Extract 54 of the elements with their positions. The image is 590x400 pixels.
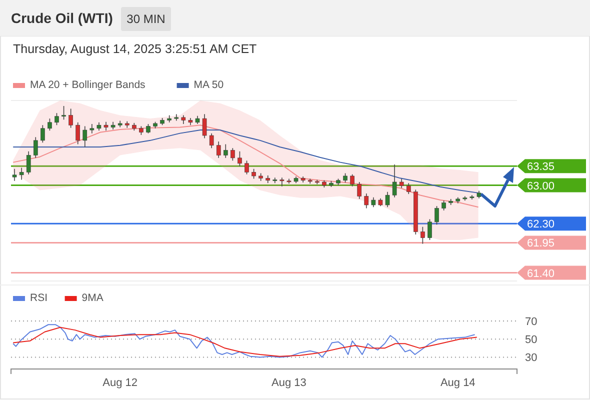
text: Thursday, August 14, 2025 3:25:51 AM CET: [13, 42, 258, 56]
candlestick: [48, 118, 52, 131]
candlestick: [364, 193, 369, 209]
candlestick: [40, 124, 45, 144]
candlestick: [350, 174, 354, 187]
candlestick: [12, 168, 17, 182]
chart-subtitle: 30 MIN: [126, 12, 166, 26]
y-tick-label: 63.00: [527, 180, 555, 192]
candlestick: [230, 148, 235, 162]
candlestick: [62, 106, 66, 120]
candlestick: [82, 126, 88, 148]
legend-label: MA 20 + Bollinger Bands: [30, 79, 146, 91]
candlestick: [406, 182, 411, 194]
candlestick: [442, 200, 446, 211]
x-tick-label: Aug 13: [272, 377, 306, 389]
y-tick-label: 61.95: [527, 238, 555, 250]
x-tick-label: Aug 12: [102, 377, 138, 389]
y-tick-label: 62.30: [527, 218, 555, 231]
x-tick-label: Aug 14: [440, 377, 476, 389]
candlestick: [33, 136, 38, 158]
y-tick-label: 63.35: [527, 161, 555, 174]
candlestick: [202, 114, 207, 139]
candlestick: [90, 124, 94, 134]
candlestick: [434, 206, 439, 226]
candlestick: [54, 112, 59, 126]
candlestick: [238, 150, 242, 167]
candlestick: [19, 167, 24, 180]
candlestick: [252, 168, 256, 180]
candlestick: [216, 141, 221, 158]
candlestick: [26, 150, 31, 175]
candlestick: [68, 108, 73, 128]
candlestick: [371, 196, 376, 208]
candlestick: [428, 218, 432, 240]
candlestick: [223, 144, 228, 158]
y-tick-label: 30: [525, 352, 538, 364]
candlestick: [399, 178, 404, 188]
candlestick: [343, 172, 348, 183]
legend-label: 9MA: [82, 292, 104, 304]
chart-title: Crude Oil (WTI): [11, 10, 113, 26]
candlestick: [209, 132, 214, 148]
candlestick: [357, 182, 362, 200]
candlestick: [280, 177, 284, 187]
y-tick-label: 70: [525, 316, 538, 328]
line-series: [12, 124, 479, 208]
candlestick: [76, 122, 80, 145]
legend-label: MA 50: [194, 79, 224, 91]
candlestick: [385, 191, 390, 208]
candlestick: [392, 164, 397, 198]
y-tick-label: 61.40: [527, 268, 555, 280]
legend-label: RSI: [30, 292, 48, 304]
candlestick: [420, 226, 425, 244]
candlestick: [244, 160, 249, 175]
y-tick-label: 50: [525, 334, 538, 346]
candlestick: [146, 124, 150, 134]
